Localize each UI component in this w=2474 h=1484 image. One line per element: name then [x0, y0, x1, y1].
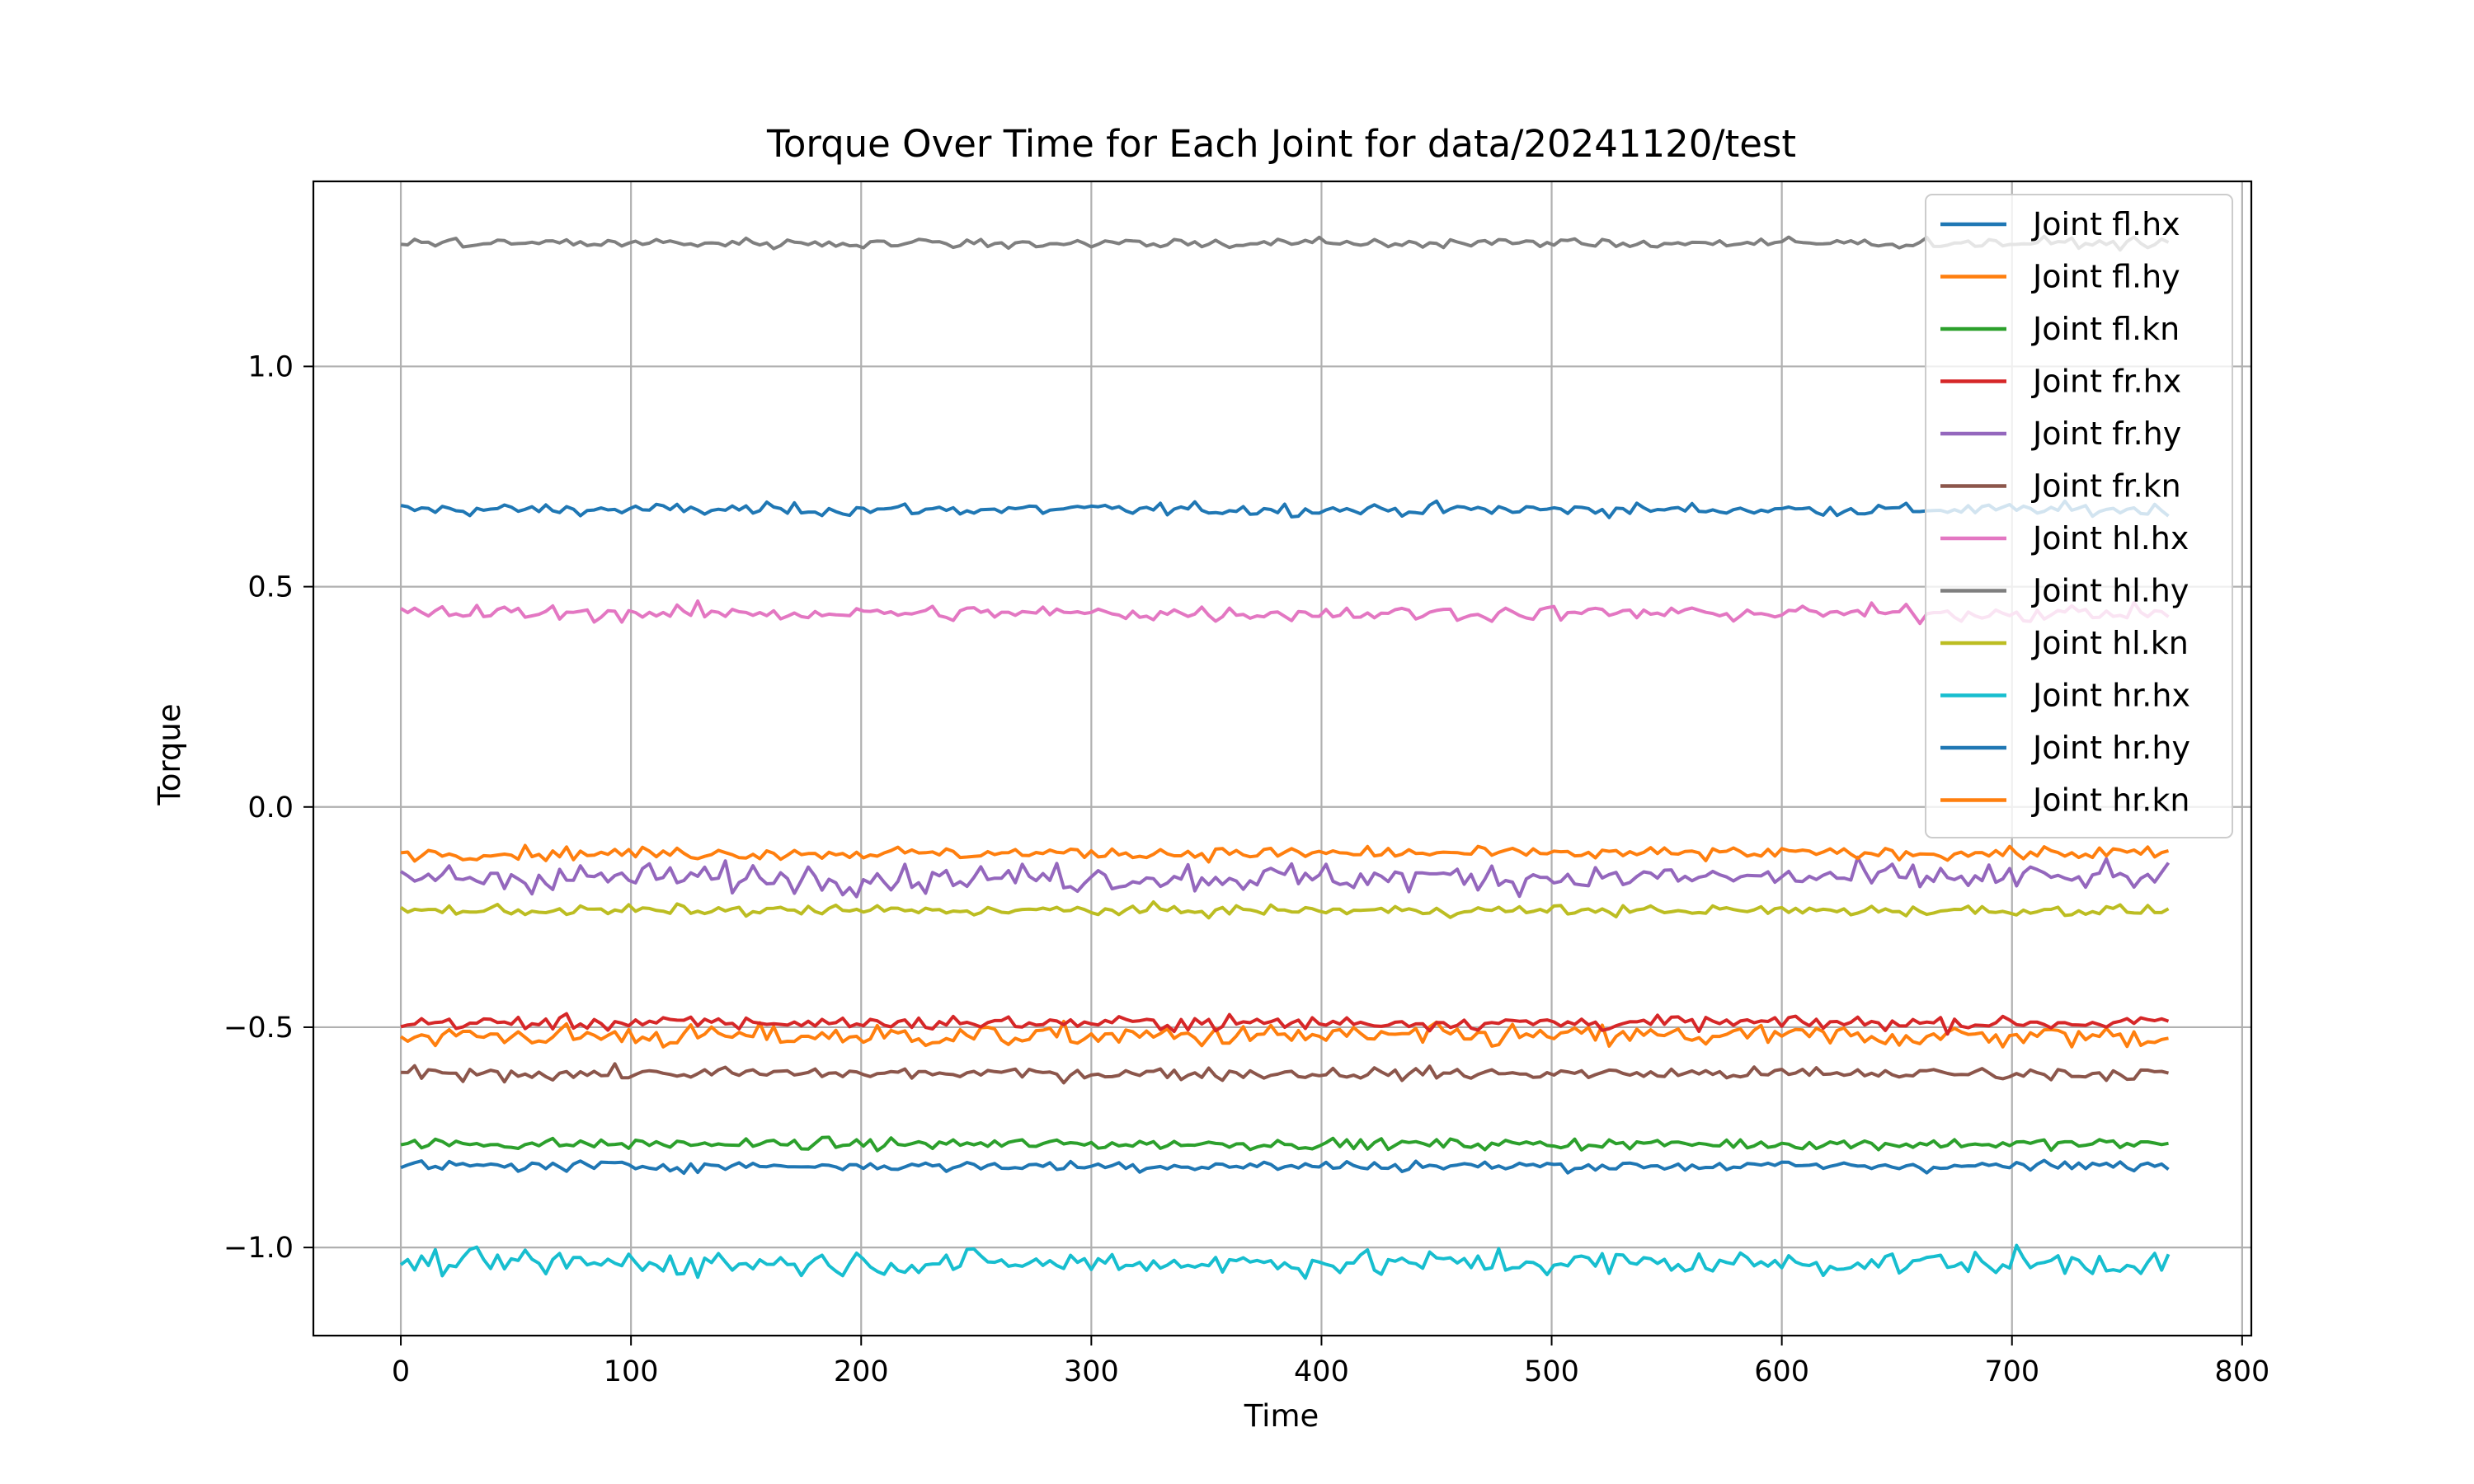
series-line-joint-fl-hy: [399, 1019, 2169, 1049]
legend-label: Joint hr.hx: [2031, 678, 2190, 714]
x-axis: 0 100 200 300 400 500 600 700 800: [392, 1336, 2269, 1388]
series-layer: [399, 234, 2171, 1280]
legend-label: Joint fl.hy: [2031, 259, 2180, 295]
series-line-joint-fr-hy: [400, 855, 2171, 899]
plot-frame: [312, 180, 2253, 1337]
x-axis-label: Time: [1244, 1398, 1319, 1434]
series-line-joint-hr-hx: [399, 1243, 2171, 1280]
series-line-joint-hr-hy: [400, 1158, 2170, 1176]
y-tick-label: 0.5: [247, 571, 294, 604]
x-tick-label: 800: [2214, 1355, 2269, 1388]
x-tick-label: 0: [392, 1355, 410, 1388]
legend-label: Joint fl.hx: [2031, 206, 2180, 242]
legend-label: Joint hl.hx: [2031, 520, 2189, 556]
x-tick-label: 300: [1064, 1355, 1119, 1388]
y-tick-label: −0.5: [223, 1012, 294, 1045]
legend-label: Joint fr.hx: [2031, 364, 2181, 400]
legend-label: Joint fl.kn: [2031, 311, 2180, 347]
legend-label: Joint hr.hy: [2031, 730, 2190, 766]
series-line-joint-fl-hx: [400, 499, 2170, 519]
series-line-joint-fl-kn: [400, 1135, 2169, 1153]
chart-title: Torque Over Time for Each Joint for data…: [766, 122, 1796, 166]
legend-label: Joint hl.kn: [2031, 625, 2189, 661]
x-tick-label: 100: [604, 1355, 659, 1388]
x-tick-label: 500: [1524, 1355, 1579, 1388]
legend-label: Joint fr.kn: [2031, 468, 2181, 505]
x-tick-label: 700: [1984, 1355, 2039, 1388]
legend: Joint fl.hx Joint fl.hy Joint fl.kn Joint f…: [1925, 194, 2233, 838]
x-tick-label: 200: [834, 1355, 889, 1388]
y-tick-label: −1.0: [223, 1232, 294, 1265]
series-line-joint-fr-hx: [400, 1012, 2170, 1036]
legend-label: Joint hl.hy: [2031, 573, 2189, 609]
series-line-joint-hr-kn: [400, 843, 2170, 864]
x-tick-label: 400: [1294, 1355, 1349, 1388]
series-line-joint-hl-hy: [400, 234, 2170, 252]
legend-box: [1925, 194, 2233, 838]
series-line-joint-hl-kn: [399, 900, 2170, 920]
legend-label: Joint fr.hy: [2031, 416, 2181, 452]
series-line-joint-fr-kn: [401, 1062, 2169, 1085]
x-tick-label: 600: [1754, 1355, 1809, 1388]
y-axis-label: Torque: [152, 703, 187, 805]
y-tick-label: 1.0: [247, 350, 294, 383]
y-axis: 1.0 0.5 0.0 −0.5 −1.0: [223, 350, 313, 1265]
series-line-joint-hl-hx: [400, 599, 2170, 626]
legend-label: Joint hr.kn: [2031, 782, 2189, 819]
y-tick-label: 0.0: [247, 791, 294, 824]
